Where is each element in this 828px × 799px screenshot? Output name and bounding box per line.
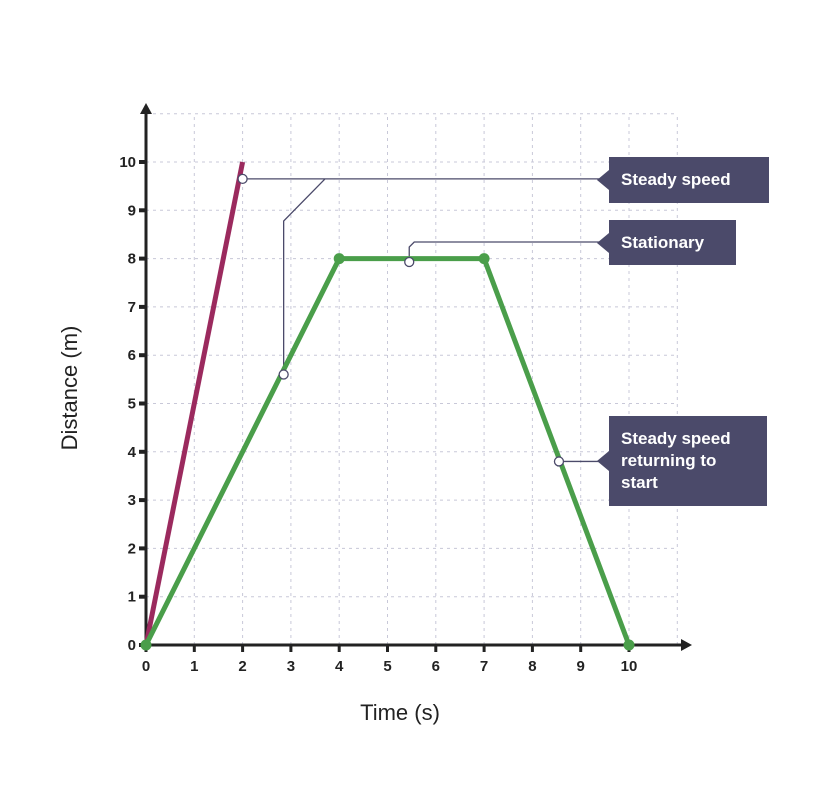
x-axis-label: Time (s) [360, 700, 440, 725]
annotation-marker [237, 173, 248, 185]
y-tick-label: 5 [128, 396, 136, 413]
data-point [140, 639, 152, 651]
data-point [333, 253, 345, 265]
annotation-stationary: Stationary [597, 220, 736, 265]
data-point [623, 639, 635, 651]
x-tick-label: 10 [621, 658, 638, 675]
y-tick-label: 8 [128, 251, 136, 268]
series-line-0 [143, 161, 246, 646]
y-axis-arrow [140, 103, 152, 114]
y-tick-label: 6 [128, 347, 136, 364]
x-tick-label: 5 [383, 658, 391, 675]
data-point [478, 253, 490, 265]
x-tick-label: 6 [432, 658, 440, 675]
y-tick-label: 0 [128, 637, 136, 654]
annotation-marker [278, 369, 289, 380]
y-tick-label: 2 [128, 540, 136, 557]
y-tick-label: 1 [128, 589, 136, 606]
y-tick-label: 9 [128, 202, 136, 219]
x-tick-label: 9 [577, 658, 585, 675]
leader-line [283, 178, 326, 375]
annotation-marker [404, 256, 415, 268]
annotation-returning: Steady speed returning to start [597, 416, 767, 506]
leader-line [408, 241, 600, 262]
annotation-steady-speed: Steady speed [597, 157, 769, 203]
y-axis-label: Distance (m) [57, 325, 82, 451]
x-tick-label: 3 [287, 658, 295, 675]
x-tick-label: 8 [528, 658, 536, 675]
x-tick-label: 4 [335, 658, 344, 675]
annotation-marker [553, 456, 565, 467]
x-tick-label: 0 [142, 658, 150, 675]
y-tick-label: 4 [128, 444, 137, 461]
y-tick-label: 3 [128, 492, 136, 509]
y-tick-label: 7 [128, 299, 136, 316]
x-tick-label: 7 [480, 658, 488, 675]
x-axis-arrow [681, 639, 692, 651]
x-tick-label: 1 [190, 658, 198, 675]
y-tick-label: 10 [119, 154, 136, 171]
x-tick-label: 2 [238, 658, 246, 675]
